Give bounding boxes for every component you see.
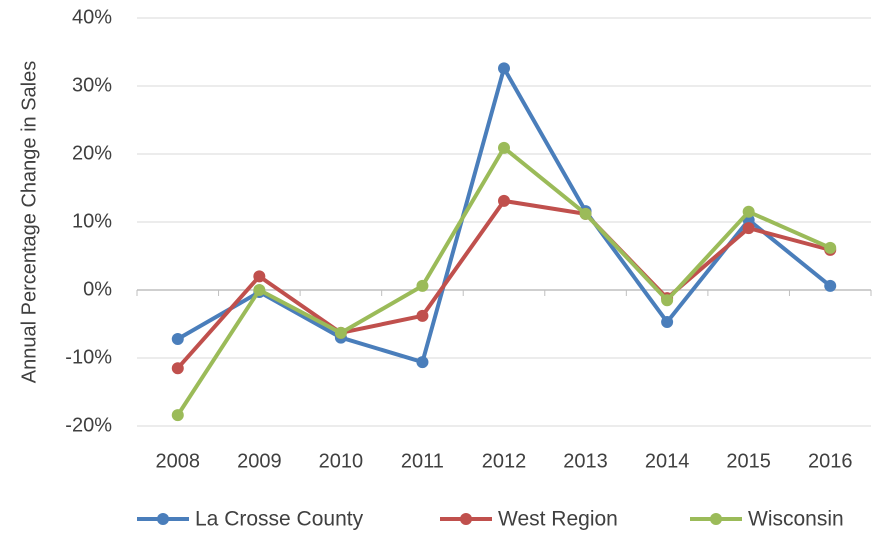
data-point: [742, 222, 755, 235]
data-point: [661, 294, 674, 307]
series-line: [176, 66, 832, 365]
legend-marker: [460, 513, 472, 525]
y-tick-label: 40%: [72, 6, 112, 28]
y-tick-label: -20%: [65, 414, 112, 436]
x-tick-label: 2008: [156, 450, 201, 472]
data-point: [498, 62, 510, 75]
y-tick-label: 10%: [72, 210, 112, 232]
legend-label: La Crosse County: [195, 508, 364, 531]
x-tick-label: 2013: [563, 450, 608, 472]
data-point: [171, 362, 184, 375]
data-point: [171, 332, 184, 345]
data-point: [253, 270, 266, 283]
legend-label: West Region: [498, 508, 618, 531]
data-point: [498, 194, 510, 207]
data-point: [742, 205, 755, 218]
x-tick-label: 2015: [726, 450, 771, 472]
y-axis-label: Annual Percentage Change in Sales: [18, 61, 40, 383]
x-tick-label: 2009: [237, 450, 282, 472]
y-tick-label: 20%: [72, 142, 112, 164]
x-tick-label: 2016: [808, 450, 853, 472]
data-point: [661, 315, 674, 328]
data-point: [334, 326, 347, 339]
legend-marker: [157, 513, 169, 525]
y-tick-label: -10%: [65, 346, 112, 368]
y-tick-label: 30%: [72, 74, 112, 96]
legend-marker: [710, 513, 722, 525]
data-point: [498, 141, 510, 154]
data-point: [416, 279, 429, 292]
x-tick-label: 2014: [645, 450, 690, 472]
x-tick-label: 2011: [401, 450, 444, 472]
data-point: [824, 279, 837, 292]
data-point: [416, 356, 429, 369]
x-tick-label: 2012: [482, 450, 527, 472]
series-line: [176, 145, 832, 417]
x-tick-label: 2010: [319, 450, 364, 472]
y-tick-label: 0%: [83, 278, 112, 300]
data-point: [171, 409, 184, 422]
data-point: [416, 309, 429, 322]
data-point: [824, 241, 837, 254]
legend-label: Wisconsin: [748, 508, 844, 531]
data-point: [253, 284, 266, 296]
data-point: [579, 207, 592, 220]
series-line: [176, 198, 831, 370]
